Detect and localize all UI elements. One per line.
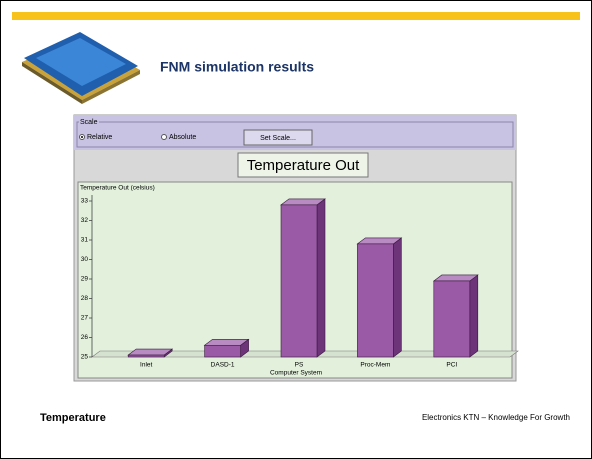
y-axis-label: Temperature Out (celsius) bbox=[80, 185, 155, 192]
x-tick-label: PCI bbox=[446, 362, 457, 369]
bar-top bbox=[281, 199, 325, 205]
y-tick-label: 25 bbox=[81, 354, 89, 361]
bar bbox=[434, 275, 478, 357]
bar bbox=[281, 199, 325, 357]
y-tick-label: 26 bbox=[81, 334, 89, 341]
y-tick-label: 29 bbox=[81, 276, 89, 283]
bar-front bbox=[281, 205, 317, 357]
bar-top bbox=[128, 349, 172, 355]
bar-side bbox=[470, 275, 478, 357]
footer-left: Temperature bbox=[40, 412, 106, 424]
radio-absolute[interactable] bbox=[162, 135, 167, 140]
bar-side bbox=[317, 199, 325, 357]
chart-title: Temperature Out bbox=[247, 157, 360, 174]
group-label: Scale bbox=[80, 119, 98, 126]
radio-dot bbox=[81, 136, 83, 138]
x-tick-label: Inlet bbox=[140, 362, 152, 369]
x-tick-label: DASD-1 bbox=[211, 362, 235, 369]
radio-label: Relative bbox=[87, 134, 112, 141]
slide: FNM simulation results Scale Relative Ab… bbox=[0, 0, 592, 459]
bar-top bbox=[434, 275, 478, 281]
y-tick-label: 31 bbox=[81, 237, 89, 244]
y-tick-label: 30 bbox=[81, 256, 89, 263]
bar bbox=[357, 238, 401, 357]
radio-label: Absolute bbox=[169, 134, 196, 141]
bar-top bbox=[205, 339, 249, 345]
x-tick-label: PS bbox=[295, 362, 304, 369]
y-tick-label: 33 bbox=[81, 198, 89, 205]
slide-title: FNM simulation results bbox=[160, 59, 314, 75]
bar-front bbox=[434, 281, 470, 357]
button-label: Set Scale... bbox=[260, 135, 296, 142]
bar bbox=[205, 339, 249, 357]
bar-top bbox=[357, 238, 401, 244]
bar-front bbox=[205, 345, 241, 357]
x-axis-label: Computer System bbox=[270, 370, 322, 377]
y-tick-label: 27 bbox=[81, 315, 89, 322]
x-tick-label: Proc-Mem bbox=[360, 362, 390, 369]
bar-side bbox=[393, 238, 401, 357]
bar-front bbox=[357, 244, 393, 357]
y-tick-label: 28 bbox=[81, 295, 89, 302]
bar-front bbox=[128, 355, 164, 357]
bar bbox=[128, 349, 172, 357]
footer-right: Electronics KTN – Knowledge For Growth bbox=[422, 413, 570, 422]
header-bar bbox=[12, 12, 580, 20]
y-tick-label: 32 bbox=[81, 217, 89, 224]
